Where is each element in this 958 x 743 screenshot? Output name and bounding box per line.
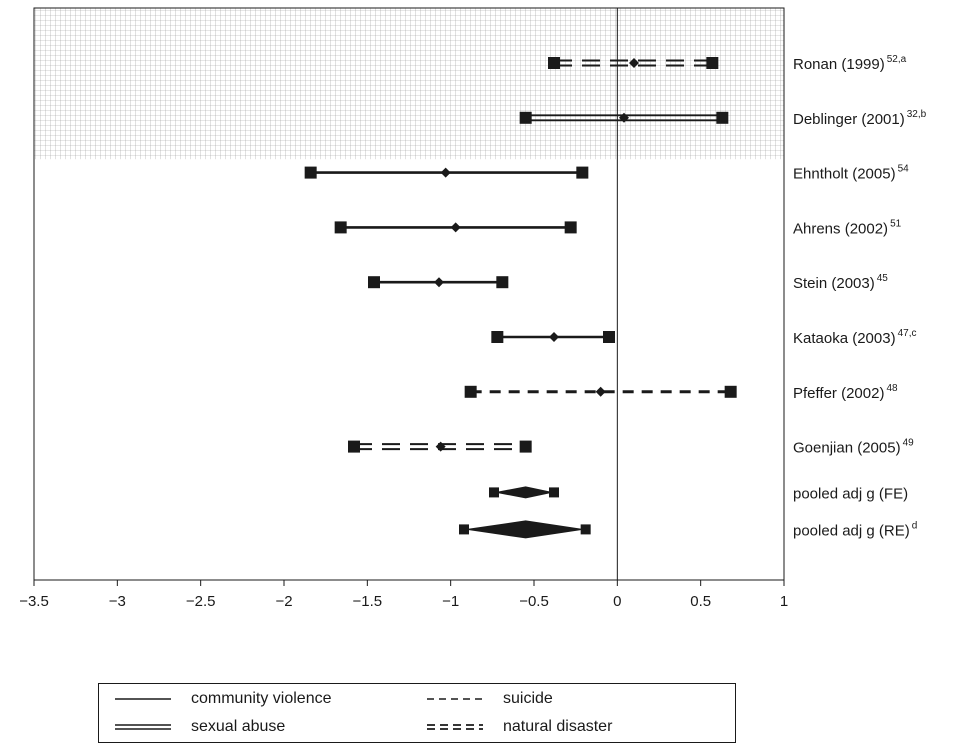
point-estimate <box>450 222 461 233</box>
label-superscript: 49 <box>903 438 915 449</box>
study-row <box>519 111 729 124</box>
label-superscript: 47,c <box>898 328 917 339</box>
ci-lower-marker <box>348 440 360 453</box>
legend-label: sexual abuse <box>191 718 286 735</box>
dashed-line-swatch <box>427 698 483 700</box>
ci-upper-marker <box>519 440 532 453</box>
study-labels: Ronan (1999) 52,a Deblinger (2001) 32,b Ehnt… <box>793 54 927 539</box>
study-row <box>368 276 509 289</box>
pooled-row <box>489 486 559 499</box>
study-row <box>334 221 577 234</box>
ci-lower-marker <box>489 487 499 498</box>
study-label: Kataoka (2003) 47,c <box>793 328 916 347</box>
point-estimate <box>434 277 444 288</box>
study-label: pooled adj g (RE) d <box>793 520 917 539</box>
study-label: Ahrens (2002) 51 <box>793 218 902 237</box>
study-label: Ehntholt (2005) 54 <box>793 164 909 183</box>
label-superscript: 51 <box>890 218 902 229</box>
legend-item-community-violence: community violence <box>113 688 332 710</box>
x-tick-label: −0.5 <box>519 593 549 610</box>
x-tick-label: −2.5 <box>186 593 216 610</box>
legend-label: suicide <box>503 690 553 707</box>
study-label: Stein (2003) 45 <box>793 273 888 292</box>
ci-upper-marker <box>576 166 589 179</box>
ci-lower-marker <box>519 111 532 124</box>
ci-lower-marker <box>464 385 477 398</box>
label-superscript: 54 <box>898 164 910 175</box>
study-label: Ronan (1999) 52,a <box>793 54 907 73</box>
solid-line-swatch <box>115 698 171 700</box>
pooled-row <box>459 520 591 539</box>
ci-lower-marker <box>548 57 560 69</box>
study-row <box>464 385 737 398</box>
ci-lower-marker <box>304 166 317 179</box>
point-estimate <box>619 112 629 123</box>
label-superscript: 52,a <box>887 54 907 65</box>
ci-lower-marker <box>459 524 469 535</box>
double-line-swatch <box>115 724 171 730</box>
legend: community violence suicide sexual abuse … <box>98 683 736 743</box>
x-tick-label: −1.5 <box>353 593 383 610</box>
study-marks <box>304 57 737 539</box>
label-superscript: 48 <box>886 383 898 394</box>
x-tick-label: −3 <box>109 593 126 610</box>
label-superscript: d <box>912 520 918 531</box>
legend-item-sexual-abuse: sexual abuse <box>113 716 285 738</box>
legend-item-suicide: suicide <box>425 688 553 710</box>
study-row <box>348 440 532 453</box>
legend-label: community violence <box>191 690 332 707</box>
ci-lower-marker <box>368 276 380 289</box>
x-tick-label: −2 <box>275 593 292 610</box>
ci-upper-marker <box>603 331 615 343</box>
double-dashed-line-swatch <box>427 724 483 730</box>
ci-lower-marker <box>491 331 504 343</box>
study-label: Goenjian (2005) 49 <box>793 438 914 457</box>
point-estimate <box>435 441 446 452</box>
study-label: Deblinger (2001) 32,b <box>793 109 927 128</box>
label-superscript: 32,b <box>907 109 927 120</box>
study-row <box>491 331 615 343</box>
plot-area-frame <box>33 7 785 581</box>
ci-upper-marker <box>496 276 509 289</box>
point-estimate <box>440 167 451 178</box>
x-tick-label: −3.5 <box>19 593 49 610</box>
ci-upper-marker <box>716 111 729 124</box>
ci-upper-marker <box>724 385 737 398</box>
point-estimate <box>629 58 639 68</box>
label-superscript: 45 <box>877 273 889 284</box>
study-label: Pfeffer (2002) 48 <box>793 383 898 402</box>
shaded-region <box>34 8 784 160</box>
ci-upper-marker <box>549 487 559 498</box>
shaded-grid-area <box>34 8 784 160</box>
study-label: pooled adj g (FE) <box>793 485 908 502</box>
x-tick-label: 1 <box>780 593 788 610</box>
forest-plot: −3.5 −3 −2.5 −2 −1.5 −1 −0.5 0 0.5 1 Ronan (1999)… <box>19 7 927 610</box>
point-estimate <box>549 332 559 342</box>
x-tick-label: −1 <box>442 593 459 610</box>
x-axis: −3.5 −3 −2.5 −2 −1.5 −1 −0.5 0 0.5 1 <box>19 580 788 610</box>
x-tick-label: 0.5 <box>690 593 711 610</box>
ci-upper-marker <box>706 57 719 69</box>
ci-upper-marker <box>564 221 577 234</box>
legend-item-natural-disaster: natural disaster <box>425 716 612 738</box>
study-row <box>304 166 589 179</box>
point-estimate <box>595 386 606 397</box>
legend-label: natural disaster <box>503 718 613 735</box>
pooled-diamond <box>494 486 554 499</box>
x-tick-label: 0 <box>613 593 621 610</box>
pooled-diamond <box>464 520 586 539</box>
study-row <box>548 57 719 69</box>
ci-lower-marker <box>334 221 347 234</box>
ci-upper-marker <box>580 524 591 535</box>
